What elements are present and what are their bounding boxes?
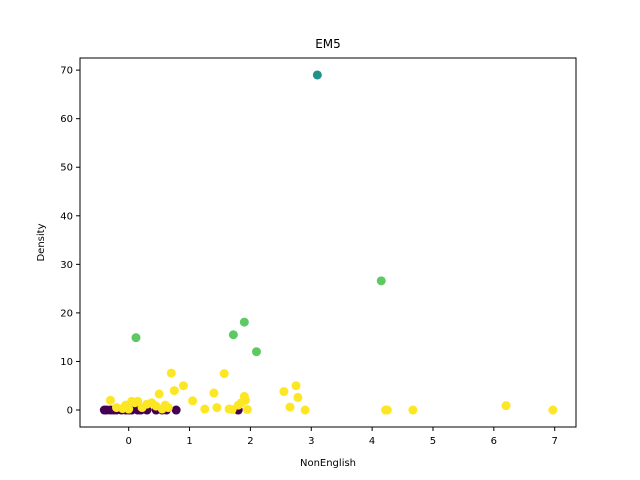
data-point-yellow (166, 368, 176, 378)
y-tick-label: 10 (60, 357, 73, 368)
data-point-yellow (188, 396, 198, 406)
y-tick-label: 0 (67, 406, 73, 417)
data-point-yellow (212, 403, 222, 413)
x-tick-label: 4 (369, 436, 375, 447)
y-axis-label: Density (36, 223, 47, 261)
data-point-green (228, 330, 238, 340)
data-point-yellow (382, 405, 392, 415)
x-tick-label: 2 (247, 436, 253, 447)
data-point-green (131, 333, 141, 343)
y-tick-label: 30 (60, 260, 73, 271)
data-point-yellow (408, 405, 418, 415)
data-point-yellow (105, 395, 115, 405)
plot-frame (79, 57, 577, 428)
data-point-yellow (163, 403, 173, 413)
data-point-yellow (279, 387, 289, 397)
data-point-yellow (178, 381, 188, 391)
data-point-green (239, 317, 249, 327)
data-point-yellow (501, 401, 511, 411)
x-tick-label: 0 (125, 436, 131, 447)
data-point-yellow (154, 389, 164, 399)
x-axis-label: NonEnglish (300, 458, 356, 469)
data-point-yellow (291, 381, 301, 391)
data-point-yellow (242, 405, 252, 415)
data-point-yellow (285, 402, 295, 412)
data-point-yellow (133, 396, 143, 406)
data-point-yellow (200, 404, 210, 414)
data-point-yellow (241, 395, 251, 405)
data-point-yellow (209, 388, 219, 398)
x-tick-label: 6 (491, 436, 497, 447)
data-point-yellow (548, 405, 558, 415)
data-point-yellow (124, 404, 134, 414)
chart-title: EM5 (315, 37, 341, 51)
data-point-yellow (293, 392, 303, 402)
data-points (99, 70, 558, 415)
y-tick-label: 70 (60, 66, 73, 77)
x-tick-label: 3 (308, 436, 314, 447)
data-point-yellow (219, 369, 229, 379)
x-tick-label: 1 (186, 436, 192, 447)
y-tick-label: 40 (60, 211, 73, 222)
x-tick-label: 7 (552, 436, 558, 447)
data-point-green (251, 347, 261, 357)
data-point-green (376, 276, 386, 286)
y-tick-label: 20 (60, 308, 73, 319)
data-point-purple (171, 405, 181, 415)
y-tick-label: 50 (60, 163, 73, 174)
data-point-yellow (300, 405, 310, 415)
data-point-yellow (169, 386, 179, 396)
data-point-teal (312, 70, 322, 80)
x-tick-label: 5 (430, 436, 436, 447)
y-tick-label: 60 (60, 114, 73, 125)
